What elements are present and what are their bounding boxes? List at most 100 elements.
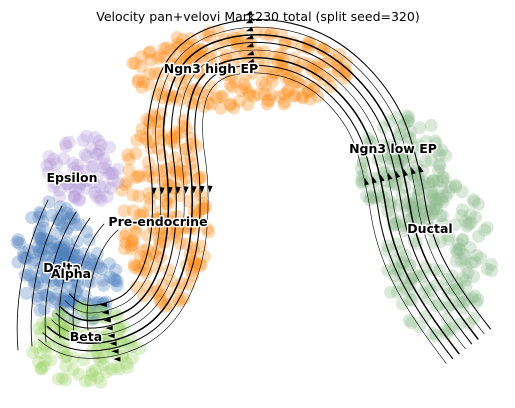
point-ngn3-low-ep xyxy=(389,216,403,230)
point-beta xyxy=(57,342,71,356)
point-epsilon xyxy=(72,194,86,207)
point-alpha xyxy=(70,249,84,263)
point-beta xyxy=(93,353,107,367)
point-pre-endocrine xyxy=(191,172,205,186)
point-epsilon xyxy=(93,191,107,205)
point-epsilon xyxy=(73,177,87,191)
point-ngn3-high-ep xyxy=(210,91,224,105)
point-ngn3-low-ep xyxy=(425,207,439,220)
point-ductal xyxy=(427,263,441,276)
point-ductal xyxy=(444,180,458,194)
point-ductal xyxy=(421,212,435,226)
point-ngn3-high-ep xyxy=(212,24,225,38)
streamline-arrow xyxy=(207,185,213,193)
point-ductal xyxy=(439,189,453,203)
point-ngn3-high-ep xyxy=(176,32,190,46)
streamline xyxy=(38,72,447,364)
cluster-label-beta: Beta xyxy=(70,329,102,344)
point-ngn3-high-ep xyxy=(295,90,309,104)
point-epsilon xyxy=(73,192,86,206)
streamline-arrow xyxy=(113,356,121,362)
point-ngn3-low-ep xyxy=(435,170,449,184)
point-ngn3-low-ep xyxy=(376,195,390,209)
point-ductal xyxy=(430,278,444,292)
point-delta xyxy=(57,240,71,254)
point-pre-endocrine xyxy=(167,217,181,231)
point-ngn3-high-ep xyxy=(204,97,218,111)
point-pre-endocrine xyxy=(187,204,201,218)
streamline xyxy=(64,26,485,335)
point-ductal xyxy=(433,209,447,223)
point-pre-endocrine xyxy=(184,149,198,163)
point-ductal xyxy=(438,323,452,337)
point-beta xyxy=(89,329,103,343)
point-ngn3-high-ep xyxy=(181,40,195,54)
point-ductal xyxy=(442,185,456,199)
point-pre-endocrine xyxy=(129,146,143,160)
point-ngn3-high-ep xyxy=(261,94,275,108)
point-pre-endocrine xyxy=(135,122,149,136)
point-epsilon xyxy=(59,139,73,153)
point-ngn3-high-ep xyxy=(214,89,228,103)
point-ngn3-low-ep xyxy=(426,174,440,187)
point-delta xyxy=(40,270,54,284)
point-beta xyxy=(97,336,111,350)
cluster-label-alpha: Alpha xyxy=(51,266,91,281)
point-delta xyxy=(13,236,27,250)
streamline xyxy=(55,41,473,345)
point-ngn3-high-ep xyxy=(257,45,271,59)
point-ngn3-high-ep xyxy=(332,47,346,61)
point-beta xyxy=(73,301,87,315)
point-ductal xyxy=(456,301,470,315)
point-beta xyxy=(112,322,126,336)
point-epsilon xyxy=(86,176,100,189)
point-ngn3-high-ep xyxy=(311,90,325,104)
point-delta xyxy=(81,274,95,288)
point-ngn3-low-ep xyxy=(392,130,406,144)
point-delta xyxy=(42,195,56,209)
point-alpha xyxy=(90,247,104,260)
point-ductal xyxy=(388,262,402,276)
point-ductal xyxy=(449,254,463,268)
point-ngn3-low-ep xyxy=(424,118,438,132)
point-epsilon xyxy=(99,157,112,171)
point-ductal xyxy=(435,193,448,207)
point-delta xyxy=(34,281,48,295)
point-pre-endocrine xyxy=(133,208,147,222)
point-epsilon xyxy=(104,181,117,195)
point-beta xyxy=(32,322,46,335)
point-epsilon xyxy=(94,138,108,152)
point-ngn3-high-ep xyxy=(301,85,315,99)
point-ductal xyxy=(453,317,467,331)
point-ngn3-low-ep xyxy=(433,148,447,162)
point-delta xyxy=(82,233,96,247)
point-ngn3-high-ep xyxy=(265,51,279,64)
point-ngn3-high-ep xyxy=(197,100,211,114)
point-epsilon xyxy=(76,133,90,147)
point-ngn3-low-ep xyxy=(432,158,446,172)
point-ngn3-high-ep xyxy=(313,40,327,54)
point-beta xyxy=(86,311,100,325)
point-pre-endocrine xyxy=(195,170,208,184)
point-delta xyxy=(65,208,79,221)
point-ductal xyxy=(469,210,483,224)
point-pre-endocrine xyxy=(194,257,208,271)
point-ngn3-high-ep xyxy=(282,83,296,97)
point-beta xyxy=(37,360,51,374)
point-alpha xyxy=(73,294,87,308)
point-pre-endocrine xyxy=(136,206,150,220)
point-ductal xyxy=(432,297,446,311)
point-ngn3-low-ep xyxy=(393,128,407,141)
point-ngn3-high-ep xyxy=(283,72,297,86)
point-epsilon xyxy=(68,190,82,204)
point-ngn3-low-ep xyxy=(429,137,443,151)
point-ngn3-high-ep xyxy=(243,88,257,102)
point-ngn3-high-ep xyxy=(142,46,156,60)
point-pre-endocrine xyxy=(177,292,191,305)
streamline-arrow xyxy=(245,26,254,32)
point-alpha xyxy=(62,289,76,303)
point-beta xyxy=(56,371,69,385)
point-ngn3-low-ep xyxy=(376,139,390,152)
point-beta xyxy=(34,362,48,376)
point-epsilon xyxy=(92,144,106,158)
